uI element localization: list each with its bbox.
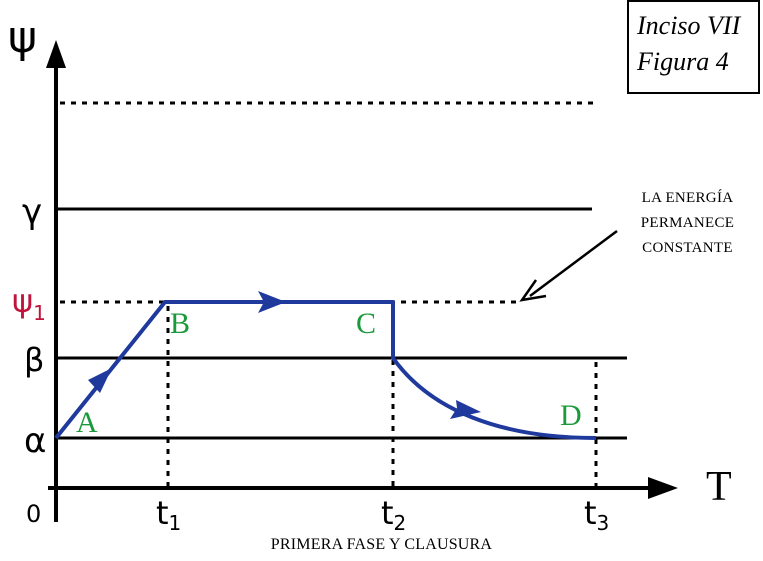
- path-arrow-cd: [450, 400, 481, 419]
- annotation-arrow-line: [529, 229, 618, 298]
- figure-caption: PRIMERA FASE Y CLAUSURA: [270, 536, 493, 553]
- origin-label: 0: [26, 500, 41, 528]
- x-axis-arrowhead: [648, 477, 678, 499]
- path-arrow-bc: [258, 291, 286, 313]
- y-axis-arrowhead: [46, 40, 66, 68]
- beta-label: β: [24, 341, 44, 379]
- point-a-label: A: [76, 406, 98, 439]
- annotation-line3: CONSTANTE: [642, 240, 733, 256]
- alpha-label: α: [24, 421, 46, 461]
- energy-annotation: LA ENERGÍA PERMANECE CONSTANTE: [612, 186, 763, 261]
- figure-label-line1: Inciso VII: [637, 11, 741, 40]
- annotation-arrowhead: [519, 279, 547, 302]
- point-b-label: B: [170, 307, 190, 340]
- energy-path: [54, 300, 597, 440]
- figure-label-box: Inciso VII Figura 4: [627, 0, 760, 94]
- annotation-line1: LA ENERGÍA: [641, 190, 734, 206]
- path-arrow-ab: [88, 368, 112, 393]
- gamma-label: γ: [22, 192, 42, 232]
- x-axis-label: T: [706, 464, 732, 510]
- annotation-line2: PERMANECE: [640, 215, 735, 231]
- t1-label: t1: [156, 494, 181, 535]
- point-c-label: C: [356, 307, 376, 340]
- point-d-label: D: [560, 399, 582, 432]
- t3-label: t3: [584, 494, 609, 535]
- t2-label: t2: [381, 494, 406, 535]
- psi1-label: ψ1: [12, 282, 46, 325]
- figure-label-line2: Figura 4: [637, 47, 729, 76]
- y-axis-label: ψ: [8, 12, 37, 63]
